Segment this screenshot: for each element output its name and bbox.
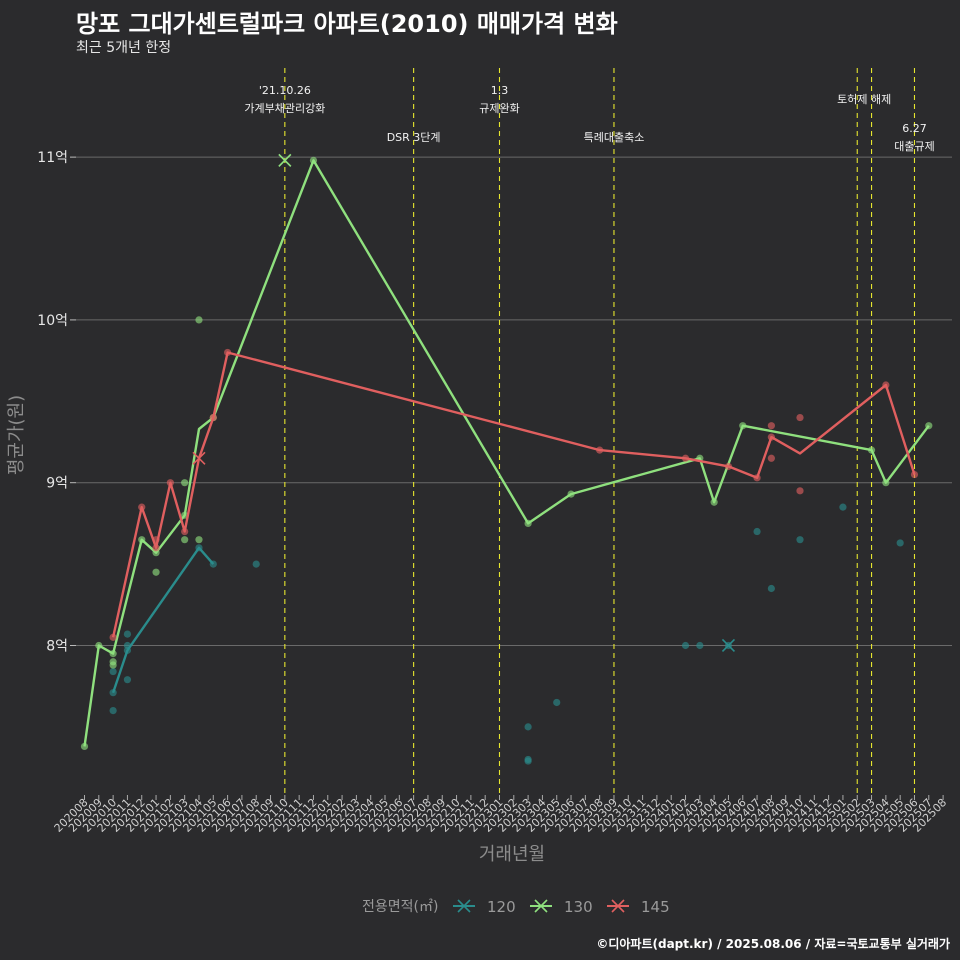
- event-label-202110-1: 가계부채관리강화: [244, 102, 325, 115]
- grid-lines: [76, 156, 952, 646]
- y-tick-label-8: 8억: [46, 638, 68, 654]
- y-axis-title: 평균가(원): [6, 395, 27, 475]
- legend-label-145: 145: [641, 898, 670, 916]
- series-130: [80, 153, 933, 751]
- point-120-19: [796, 536, 804, 544]
- legend-label-130: 130: [564, 898, 593, 916]
- point-130-0: [80, 742, 89, 751]
- point-120-6: [123, 630, 132, 638]
- point-120-2: [109, 667, 117, 676]
- point-130-4: [109, 661, 117, 669]
- x-marker-130-0: [278, 153, 292, 167]
- legend-swatch-x-120: [457, 899, 471, 913]
- point-120-9: [252, 560, 260, 568]
- event-label-202110-0: '21.10.26: [259, 84, 311, 97]
- point-120-10: [524, 723, 532, 731]
- point-145-0: [109, 633, 117, 641]
- point-120-21: [896, 539, 904, 547]
- legend-swatch-x-130: [534, 899, 548, 913]
- series-line-145: [111, 351, 916, 638]
- series-120: [109, 503, 904, 765]
- point-130-7: [152, 568, 160, 576]
- point-145-15: [796, 413, 804, 422]
- point-130-9: [181, 479, 189, 487]
- event-label-202506-1: 대출규제: [894, 140, 934, 153]
- point-120-15: [696, 641, 704, 650]
- event-label-202506-0: 6.27: [902, 122, 927, 135]
- point-145-14: [767, 454, 775, 462]
- point-120-0: [109, 707, 117, 715]
- point-145-16: [796, 487, 804, 495]
- page-subtitle: 최근 5개년 한정: [76, 40, 172, 56]
- y-tick-label-10: 10억: [37, 313, 68, 329]
- legend-swatch-x-145: [611, 899, 625, 913]
- x-axis: 2020082020092020102020112020122021012021…: [52, 795, 949, 835]
- legend-title: 전용면적(㎡): [362, 899, 438, 915]
- event-label-202309-0: 특례대출축소: [584, 131, 645, 144]
- point-120-3: [123, 676, 132, 684]
- series-line-130: [83, 159, 930, 747]
- legend: 전용면적(㎡) 120 130 145: [362, 898, 670, 916]
- page-title: 망포 그대가센트럴파크 아파트(2010) 매매가격 변화: [76, 10, 618, 38]
- point-120-18: [767, 584, 775, 593]
- source-caption: ©디아파트(dapt.kr) / 2025.08.06 / 자료=국토교통부 실…: [596, 937, 950, 951]
- legend-label-120: 120: [487, 898, 516, 916]
- point-120-20: [839, 503, 847, 511]
- event-label-202207-0: DSR 3단계: [387, 131, 441, 144]
- y-tick-label-11: 11억: [37, 150, 68, 166]
- point-130-10: [181, 536, 189, 544]
- point-130-11: [195, 536, 203, 544]
- point-120-12: [524, 757, 532, 765]
- point-120-13: [553, 698, 561, 707]
- point-120-17: [753, 527, 761, 536]
- x-marker-145-0: [192, 451, 206, 465]
- point-130-12: [195, 316, 203, 324]
- y-tick-label-9: 9억: [46, 476, 68, 492]
- x-axis-title: 거래년월: [479, 844, 545, 865]
- event-label-202301-1: 규제완화: [479, 102, 519, 115]
- series-layer: [80, 153, 933, 765]
- series-145: [109, 348, 919, 641]
- legend-item-130: 130: [530, 898, 593, 916]
- point-120-14: [681, 641, 690, 650]
- legend-item-120: 120: [453, 898, 516, 916]
- x-marker-120-0: [721, 638, 736, 653]
- point-145-13: [767, 422, 775, 430]
- legend-item-145: 145: [607, 898, 670, 916]
- event-label-202502-0: 토허제 해제: [837, 92, 891, 106]
- y-axis: 8억 9억 10억 11억: [37, 150, 76, 654]
- event-label-202301-0: 1.3: [491, 84, 509, 97]
- series-line-120: [111, 546, 215, 694]
